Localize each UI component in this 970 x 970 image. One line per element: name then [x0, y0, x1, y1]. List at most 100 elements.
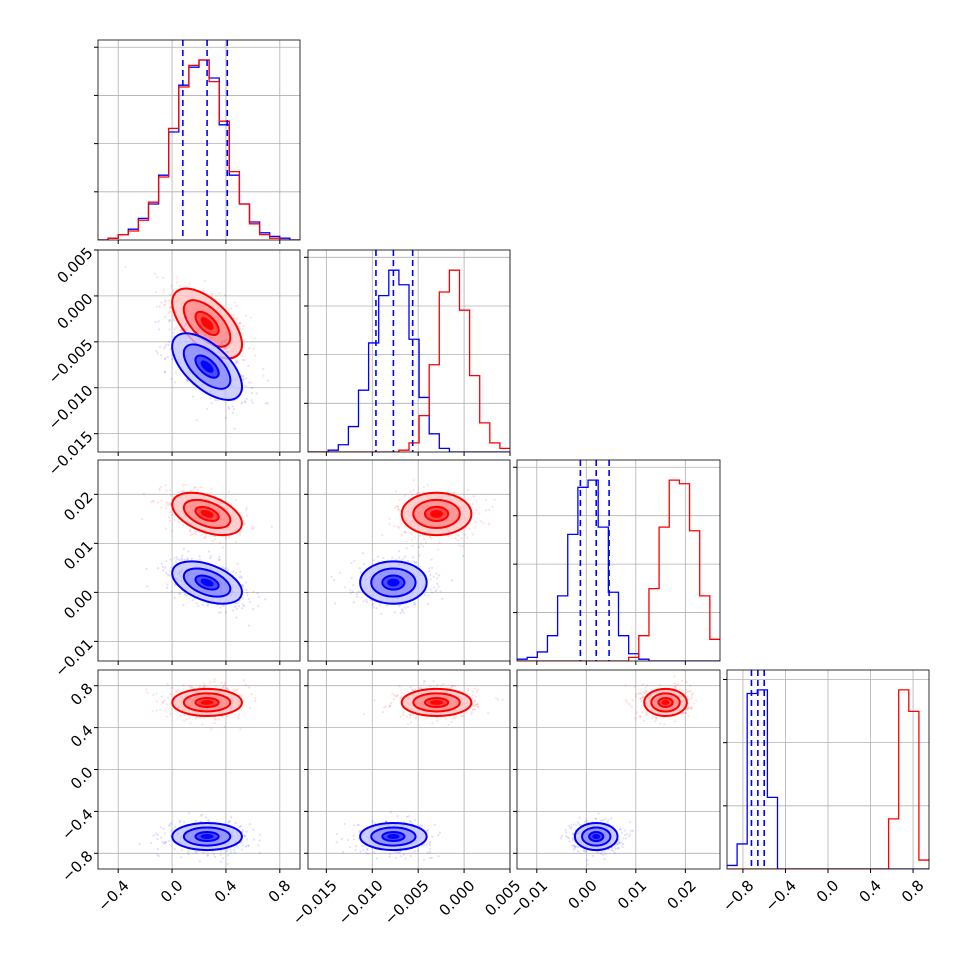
scatter-point: [195, 330, 198, 333]
scatter-point: [400, 695, 403, 698]
scatter-point: [168, 823, 171, 826]
scatter-point: [399, 855, 402, 858]
scatter-point: [262, 367, 265, 371]
scatter-point: [431, 835, 434, 838]
scatter-point: [422, 682, 426, 685]
scatter-point: [158, 489, 161, 492]
scatter-point: [189, 489, 192, 492]
scatter-point: [210, 728, 213, 731]
scatter-point: [358, 567, 361, 570]
scatter-point: [227, 568, 230, 571]
scatter-point: [165, 840, 168, 844]
scatter-point: [157, 567, 160, 570]
scatter-point: [435, 572, 438, 575]
scatter-point: [351, 590, 354, 593]
scatter-point: [204, 333, 207, 337]
density-core: [200, 360, 214, 373]
scatter-point: [165, 715, 168, 718]
histogram-panel-2: [513, 459, 721, 665]
scatter-point: [429, 537, 433, 540]
scatter-point: [413, 601, 416, 604]
scatter-point: [252, 590, 255, 593]
scatter-point: [175, 556, 178, 559]
scatter-point: [254, 354, 257, 357]
scatter-point: [362, 562, 366, 566]
scatter-point: [236, 688, 239, 691]
scatter-point: [158, 487, 161, 490]
scatter-point: [394, 694, 397, 697]
scatter-point: [241, 355, 244, 358]
scatter-point: [169, 503, 172, 506]
scatter-point: [225, 566, 228, 570]
scatter-point: [170, 377, 173, 380]
scatter-point: [476, 688, 479, 691]
scatter-point: [372, 559, 376, 562]
scatter-point: [242, 583, 245, 587]
scatter-point: [389, 701, 393, 705]
scatter-point: [426, 603, 430, 606]
scatter-point: [187, 852, 190, 856]
scatter-point: [166, 696, 170, 699]
scatter-point: [396, 525, 399, 528]
scatter-point: [242, 520, 245, 523]
scatter-point: [252, 608, 255, 611]
scatter-point: [168, 516, 171, 519]
scatter-point: [245, 838, 248, 841]
scatter-point: [189, 528, 192, 531]
scatter-point: [164, 483, 167, 487]
scatter-point: [262, 374, 265, 377]
scatter-point: [168, 328, 171, 331]
scatter-point: [175, 326, 178, 329]
scatter-point: [425, 829, 429, 833]
scatter-point: [432, 575, 435, 578]
scatter-point: [242, 844, 245, 847]
scatter-point: [366, 848, 369, 852]
scatter-point: [156, 853, 159, 856]
scatter-point: [157, 854, 161, 857]
scatter-point: [343, 586, 346, 589]
scatter-point: [239, 575, 242, 578]
panel-border: [307, 249, 511, 453]
scatter-point: [239, 570, 242, 573]
scatter-point: [237, 325, 240, 328]
scatter-point: [358, 830, 361, 834]
scatter-point: [403, 530, 407, 533]
scatter-point: [247, 844, 250, 847]
scatter-point: [182, 483, 185, 486]
scatter-point: [201, 813, 204, 816]
scatter-point: [168, 574, 171, 577]
scatter-point: [232, 407, 235, 411]
scatter-point: [242, 358, 245, 361]
scatter-point: [236, 361, 239, 364]
scatter-point: [437, 574, 440, 577]
scatter-point: [393, 694, 396, 697]
scatter-point: [234, 359, 237, 362]
scatter-point: [411, 533, 414, 536]
scatter-point: [237, 717, 240, 720]
scatter-point: [475, 509, 478, 512]
scatter-point: [182, 684, 185, 687]
contour-line: [182, 692, 232, 713]
scatter-point: [473, 687, 477, 690]
scatter-point: [427, 594, 430, 597]
scatter-point: [401, 609, 404, 612]
scatter-point: [428, 567, 431, 570]
scatter-point: [414, 717, 418, 720]
scatter-point: [391, 692, 394, 695]
scatter-point: [460, 536, 463, 540]
scatter-point: [159, 708, 162, 712]
scatter-point: [362, 849, 365, 852]
scatter-point: [245, 397, 248, 400]
scatter-panel-1-2: [304, 459, 511, 665]
scatter-point: [396, 815, 399, 818]
scatter-point: [450, 579, 453, 582]
scatter-point: [350, 577, 353, 580]
scatter-point: [393, 525, 396, 528]
scatter-point: [210, 487, 213, 490]
scatter-point: [639, 715, 642, 719]
scatter-point: [179, 284, 182, 287]
scatter-point: [159, 353, 163, 357]
scatter-point: [138, 842, 141, 845]
contour-line: [370, 567, 417, 598]
